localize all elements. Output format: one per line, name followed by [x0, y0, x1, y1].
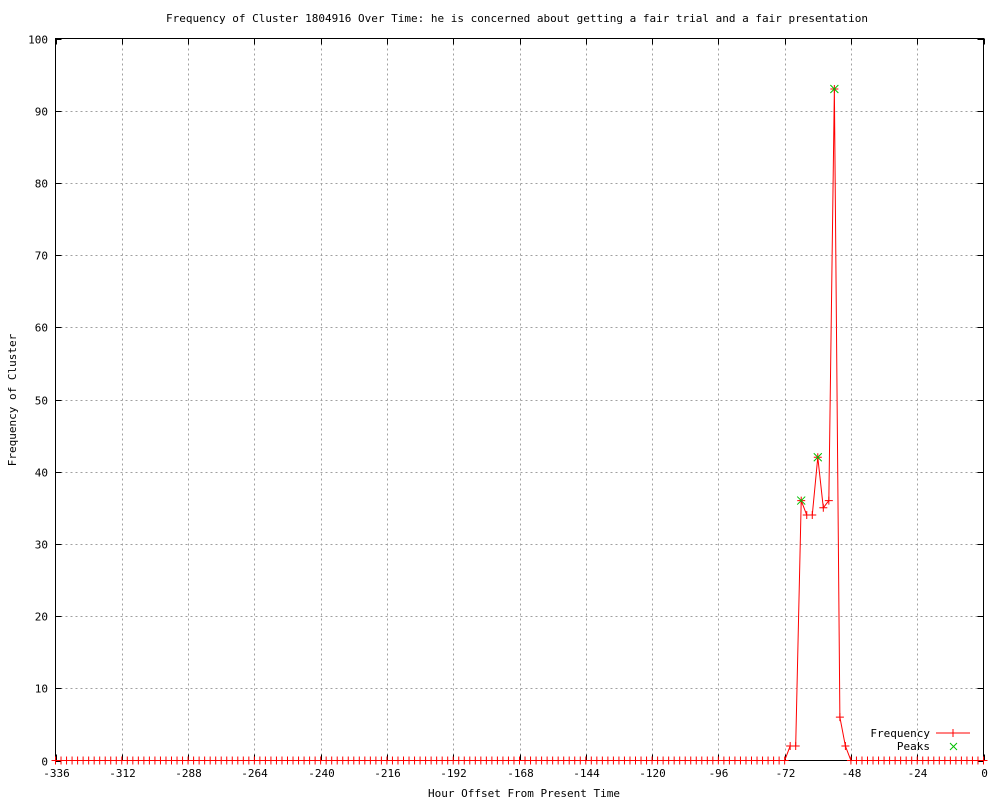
y-tick-label: 0	[41, 756, 48, 769]
x-tick-label: 0	[981, 767, 988, 780]
y-tick-label: 70	[35, 250, 48, 263]
frequency-point	[824, 496, 833, 505]
x-tick-label: -144	[573, 767, 600, 780]
series-frequency	[51, 85, 988, 765]
x-tick-label: -336	[43, 767, 70, 780]
frequency-point	[780, 756, 789, 765]
y-tick-label: 30	[35, 539, 48, 552]
y-tick-label: 100	[28, 34, 48, 47]
chart-title: Frequency of Cluster 1804916 Over Time: …	[166, 12, 868, 25]
y-tick-label: 20	[35, 611, 48, 624]
y-tick-label: 60	[35, 322, 48, 335]
y-tick-label: 10	[35, 683, 48, 696]
x-tick-label: -312	[109, 767, 136, 780]
x-tick-label: -264	[241, 767, 268, 780]
peak-point	[813, 452, 823, 462]
plot-border	[55, 38, 984, 761]
legend-marker-peaks	[949, 742, 958, 751]
series-peaks	[796, 84, 839, 505]
legend-label-frequency: Frequency	[870, 727, 930, 740]
x-tick-label: -168	[507, 767, 534, 780]
y-axis-label: Frequency of Cluster	[6, 333, 19, 466]
x-tick-label: -240	[308, 767, 335, 780]
x-tick-label: -48	[842, 767, 862, 780]
legend: Frequency Peaks	[870, 727, 970, 753]
y-tick-label: 90	[35, 106, 48, 119]
frequency-point	[979, 756, 988, 765]
x-tick-label: -120	[639, 767, 666, 780]
x-axis-label: Hour Offset From Present Time	[428, 787, 620, 800]
frequency-point	[841, 742, 850, 751]
y-tick-label: 50	[35, 395, 48, 408]
x-tick-label: -96	[709, 767, 729, 780]
legend-label-peaks: Peaks	[897, 740, 930, 753]
x-tick-label: -24	[908, 767, 928, 780]
frequency-point	[835, 713, 844, 722]
grid-lines	[55, 38, 984, 761]
frequency-point	[808, 511, 817, 520]
frequency-point	[791, 742, 800, 751]
x-tick-label: -192	[440, 767, 467, 780]
x-tick-label: -216	[374, 767, 401, 780]
legend-marker-frequency	[949, 729, 957, 737]
frequency-line	[55, 89, 984, 761]
y-tick-label: 80	[35, 178, 48, 191]
peak-point	[830, 84, 839, 94]
y-tick-label: 40	[35, 467, 48, 480]
axis-ticks: -336 -312 -288 -264 -240 -216 -192 -168 -144 -120…	[28, 34, 988, 781]
frequency-point	[819, 503, 828, 512]
x-tick-label: -72	[776, 767, 796, 780]
x-tick-label: -288	[175, 767, 202, 780]
peak-point	[796, 496, 806, 505]
